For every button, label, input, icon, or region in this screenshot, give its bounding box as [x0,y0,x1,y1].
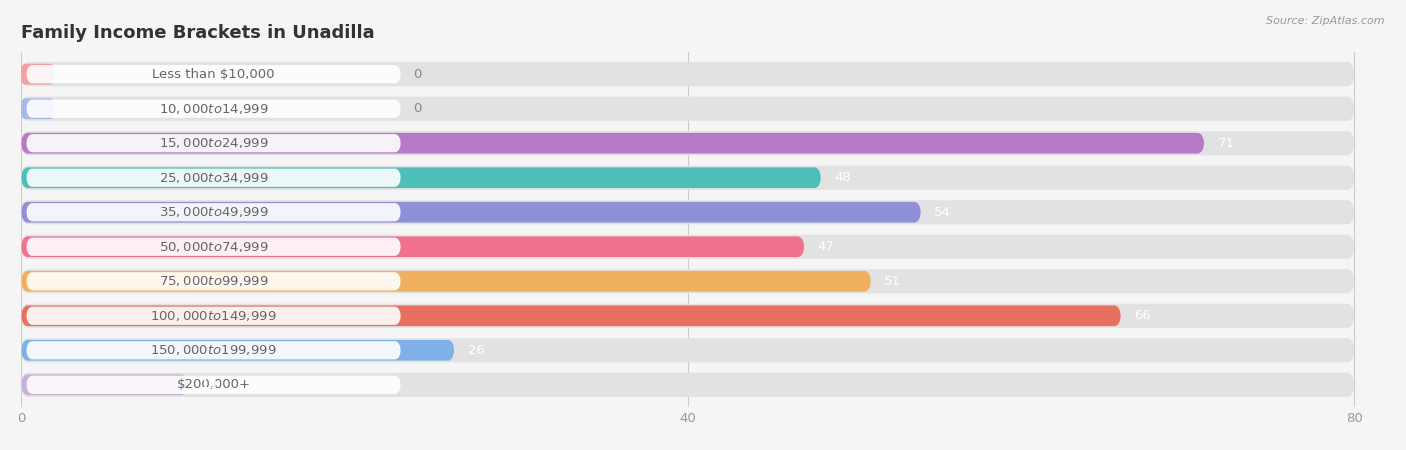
Text: 0: 0 [413,68,420,81]
Text: 66: 66 [1135,309,1152,322]
FancyBboxPatch shape [21,374,188,395]
FancyBboxPatch shape [21,373,1354,397]
FancyBboxPatch shape [27,134,401,153]
FancyBboxPatch shape [27,99,401,118]
Text: $15,000 to $24,999: $15,000 to $24,999 [159,136,269,150]
FancyBboxPatch shape [21,304,1354,328]
FancyBboxPatch shape [27,376,401,394]
FancyBboxPatch shape [27,306,401,325]
Text: $75,000 to $99,999: $75,000 to $99,999 [159,274,269,288]
FancyBboxPatch shape [21,236,804,257]
FancyBboxPatch shape [27,169,401,187]
Text: 0: 0 [413,102,420,115]
FancyBboxPatch shape [21,99,55,119]
Text: 26: 26 [468,344,485,357]
FancyBboxPatch shape [21,271,870,292]
FancyBboxPatch shape [21,269,1354,293]
Text: 54: 54 [934,206,950,219]
Text: 47: 47 [818,240,835,253]
Text: $150,000 to $199,999: $150,000 to $199,999 [150,343,277,357]
FancyBboxPatch shape [21,338,1354,362]
Text: 10: 10 [201,378,218,392]
Text: $200,000+: $200,000+ [177,378,250,392]
FancyBboxPatch shape [27,272,401,290]
FancyBboxPatch shape [21,133,1204,153]
Text: 71: 71 [1218,137,1234,150]
Text: $25,000 to $34,999: $25,000 to $34,999 [159,171,269,185]
FancyBboxPatch shape [21,64,55,85]
FancyBboxPatch shape [21,202,921,223]
FancyBboxPatch shape [27,65,401,83]
FancyBboxPatch shape [27,203,401,221]
Text: $35,000 to $49,999: $35,000 to $49,999 [159,205,269,219]
Text: Family Income Brackets in Unadilla: Family Income Brackets in Unadilla [21,24,375,42]
Text: $50,000 to $74,999: $50,000 to $74,999 [159,240,269,254]
FancyBboxPatch shape [27,238,401,256]
Text: Source: ZipAtlas.com: Source: ZipAtlas.com [1267,16,1385,26]
FancyBboxPatch shape [21,97,1354,121]
Text: 51: 51 [884,275,901,288]
FancyBboxPatch shape [21,200,1354,224]
FancyBboxPatch shape [21,306,1121,326]
FancyBboxPatch shape [21,167,821,188]
Text: 48: 48 [834,171,851,184]
FancyBboxPatch shape [21,131,1354,155]
FancyBboxPatch shape [21,166,1354,190]
Text: $100,000 to $149,999: $100,000 to $149,999 [150,309,277,323]
FancyBboxPatch shape [27,341,401,360]
Text: Less than $10,000: Less than $10,000 [152,68,274,81]
FancyBboxPatch shape [21,340,454,360]
FancyBboxPatch shape [21,62,1354,86]
Text: $10,000 to $14,999: $10,000 to $14,999 [159,102,269,116]
FancyBboxPatch shape [21,235,1354,259]
